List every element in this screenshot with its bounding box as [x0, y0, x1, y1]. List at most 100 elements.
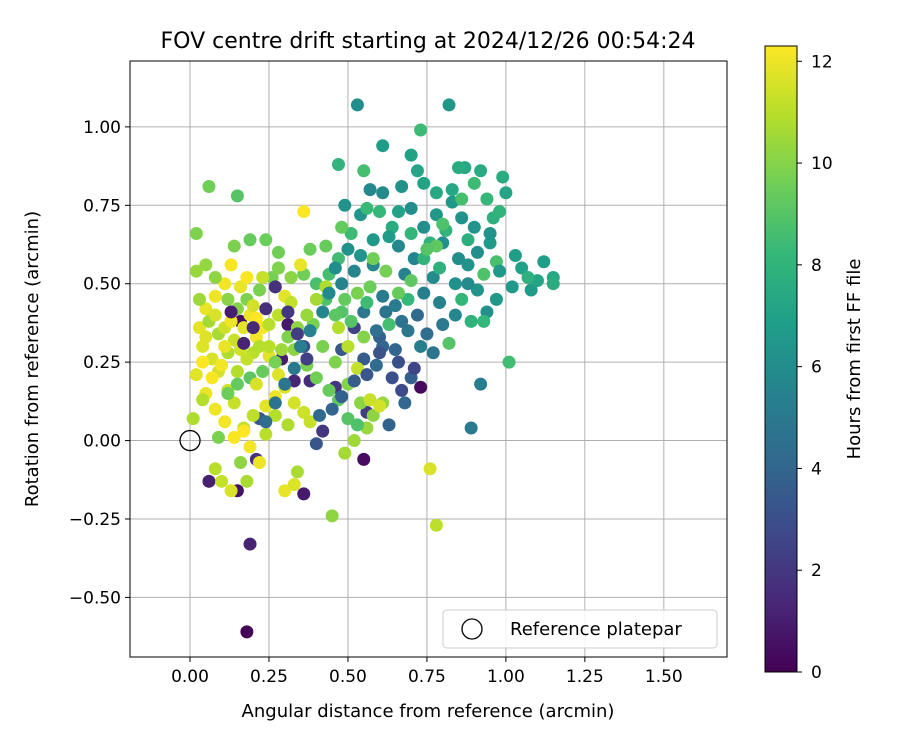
data-point: [427, 346, 440, 359]
data-point: [411, 309, 424, 322]
data-point: [310, 293, 323, 306]
data-point: [310, 437, 323, 450]
data-point: [237, 425, 250, 438]
data-point: [383, 230, 396, 243]
data-point: [240, 271, 253, 284]
data-point: [474, 164, 487, 177]
x-tick-label: 1.50: [645, 667, 683, 687]
data-point: [253, 456, 266, 469]
data-point: [313, 409, 326, 422]
data-point: [405, 149, 418, 162]
data-point: [376, 139, 389, 152]
data-point: [547, 277, 560, 290]
data-point: [370, 324, 383, 337]
x-tick-label: 0.50: [329, 667, 367, 687]
data-point: [221, 387, 234, 400]
data-point: [275, 343, 288, 356]
data-point: [455, 211, 468, 224]
data-point: [259, 415, 272, 428]
data-point: [537, 255, 550, 268]
data-point: [405, 274, 418, 287]
data-point: [430, 186, 443, 199]
data-point: [338, 199, 351, 212]
data-point: [493, 265, 506, 278]
data-point: [244, 233, 257, 246]
data-point: [209, 309, 222, 322]
x-axis-ticks: 0.00 0.25 0.50 0.75 1.00 1.25 1.50: [171, 657, 683, 687]
data-point: [351, 98, 364, 111]
data-point: [490, 293, 503, 306]
scatter-points: [180, 98, 560, 638]
data-point: [373, 346, 386, 359]
data-point: [259, 302, 272, 315]
data-point: [436, 318, 449, 331]
data-point: [484, 227, 497, 240]
data-point: [420, 243, 433, 256]
data-point: [297, 205, 310, 218]
data-point: [474, 378, 487, 391]
data-point: [300, 353, 313, 366]
data-point: [398, 396, 411, 409]
data-point: [414, 124, 427, 137]
data-point: [395, 384, 408, 397]
data-point: [480, 193, 493, 206]
data-point: [209, 462, 222, 475]
grid: [130, 61, 727, 657]
data-point: [310, 371, 323, 384]
data-point: [316, 305, 329, 318]
data-point: [323, 287, 336, 300]
chart-title: FOV centre drift starting at 2024/12/26 …: [161, 29, 696, 54]
data-point: [244, 538, 257, 551]
data-point: [196, 356, 209, 369]
x-tick-label: 1.00: [487, 667, 525, 687]
data-point: [455, 293, 468, 306]
data-point: [389, 343, 402, 356]
plot-frame: [130, 61, 727, 657]
data-point: [218, 340, 231, 353]
y-tick-label: 0.25: [83, 353, 121, 373]
data-point: [376, 290, 389, 303]
data-point: [215, 475, 228, 488]
data-point: [370, 359, 383, 372]
data-point: [225, 258, 238, 271]
data-point: [272, 246, 285, 259]
colorbar-tick-label: 6: [811, 358, 822, 378]
legend-label-reference: Reference platepar: [510, 619, 682, 640]
data-point: [477, 315, 490, 328]
data-point: [392, 356, 405, 369]
data-point: [449, 277, 462, 290]
colorbar-tick-label: 10: [811, 154, 833, 174]
data-point: [209, 290, 222, 303]
colorbar: 024681012 Hours from first FF file: [765, 46, 865, 683]
data-point: [202, 180, 215, 193]
colorbar-tick-label: 0: [811, 663, 822, 683]
data-point: [269, 280, 282, 293]
data-point: [256, 365, 269, 378]
data-point: [503, 356, 516, 369]
data-point: [461, 277, 474, 290]
data-point: [244, 440, 257, 453]
data-point: [294, 258, 307, 271]
data-point: [405, 227, 418, 240]
colorbar-label: Hours from first FF file: [844, 259, 865, 460]
data-point: [231, 378, 244, 391]
data-point: [376, 186, 389, 199]
data-point: [420, 327, 433, 340]
data-point: [221, 293, 234, 306]
data-point: [240, 475, 253, 488]
data-point: [228, 240, 241, 253]
data-point: [364, 183, 377, 196]
data-point: [348, 374, 361, 387]
data-point: [389, 299, 402, 312]
data-point: [250, 378, 263, 391]
data-point: [288, 396, 301, 409]
data-point: [304, 324, 317, 337]
data-point: [199, 331, 212, 344]
data-point: [468, 177, 481, 190]
data-point: [433, 296, 446, 309]
data-point: [237, 337, 250, 350]
data-point: [300, 309, 313, 322]
data-point: [348, 265, 361, 278]
data-point: [190, 368, 203, 381]
x-axis-label: Angular distance from reference (arcmin): [242, 701, 615, 722]
